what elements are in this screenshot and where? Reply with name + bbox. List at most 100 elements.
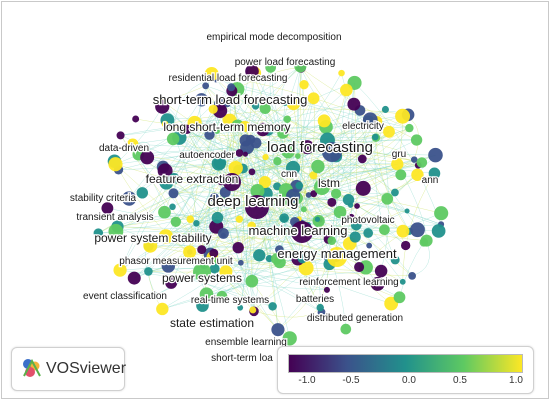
keyword-label[interactable]: empirical mode decomposition <box>205 31 343 45</box>
keyword-node[interactable] <box>363 228 374 238</box>
keyword-node[interactable] <box>286 188 301 203</box>
keyword-node[interactable] <box>249 306 257 314</box>
keyword-node[interactable] <box>428 167 441 180</box>
keyword-node[interactable] <box>132 115 140 123</box>
keyword-node[interactable] <box>221 200 228 207</box>
keyword-node[interactable] <box>275 245 284 254</box>
keyword-node[interactable] <box>101 202 114 215</box>
keyword-node[interactable] <box>169 203 176 211</box>
keyword-node[interactable] <box>428 147 443 163</box>
keyword-node[interactable] <box>434 206 449 221</box>
keyword-node[interactable] <box>258 176 271 189</box>
keyword-node[interactable] <box>362 112 378 128</box>
keyword-node[interactable] <box>262 154 269 161</box>
keyword-node[interactable] <box>161 259 176 273</box>
keyword-label[interactable]: ensemble learning <box>204 336 288 350</box>
keyword-node[interactable] <box>366 242 373 249</box>
keyword-node[interactable] <box>285 160 301 176</box>
keyword-node[interactable] <box>408 271 416 280</box>
keyword-label[interactable]: reinforcement learning <box>298 276 400 290</box>
keyword-node[interactable] <box>307 92 320 105</box>
keyword-label[interactable]: gru <box>391 148 408 162</box>
keyword-node[interactable] <box>357 154 367 164</box>
keyword-node[interactable] <box>347 213 355 221</box>
keyword-node[interactable] <box>227 83 236 92</box>
keyword-label[interactable]: power systems <box>161 270 244 287</box>
keyword-node[interactable] <box>259 102 271 115</box>
keyword-node[interactable] <box>350 219 362 231</box>
keyword-node[interactable] <box>187 115 202 130</box>
keyword-node[interactable] <box>314 179 330 195</box>
keyword-node[interactable] <box>152 292 159 299</box>
keyword-node[interactable] <box>211 211 224 224</box>
keyword-node[interactable] <box>158 229 174 244</box>
keyword-node[interactable] <box>208 104 218 114</box>
keyword-node[interactable] <box>396 224 410 238</box>
keyword-node[interactable] <box>282 100 288 106</box>
keyword-node[interactable] <box>400 240 411 251</box>
keyword-node[interactable] <box>333 205 347 219</box>
keyword-label[interactable]: lstm <box>317 175 342 192</box>
keyword-node[interactable] <box>171 123 177 129</box>
keyword-node[interactable] <box>354 262 365 273</box>
keyword-node[interactable] <box>286 97 301 111</box>
keyword-node[interactable] <box>395 108 411 124</box>
keyword-node[interactable] <box>166 132 180 146</box>
keyword-label[interactable]: short-term load forecasting <box>151 91 308 109</box>
keyword-node[interactable] <box>209 193 219 203</box>
keyword-label[interactable]: event classification <box>82 290 168 304</box>
keyword-node[interactable] <box>168 188 179 199</box>
keyword-node[interactable] <box>143 238 158 253</box>
keyword-label[interactable]: transient analysis <box>75 211 155 225</box>
keyword-node[interactable] <box>204 66 219 81</box>
keyword-node[interactable] <box>204 129 215 140</box>
keyword-node[interactable] <box>410 222 425 238</box>
keyword-node[interactable] <box>271 323 285 337</box>
keyword-label[interactable]: ann <box>420 174 439 188</box>
keyword-node[interactable] <box>165 276 178 289</box>
keyword-node[interactable] <box>245 195 269 219</box>
keyword-node[interactable] <box>277 127 289 139</box>
keyword-node[interactable] <box>310 190 318 198</box>
keyword-node[interactable] <box>253 249 266 262</box>
keyword-node[interactable] <box>411 156 418 163</box>
keyword-node[interactable] <box>300 206 307 213</box>
keyword-node[interactable] <box>391 188 399 197</box>
keyword-node[interactable] <box>202 82 210 90</box>
keyword-node[interactable] <box>349 231 361 243</box>
keyword-node[interactable] <box>411 168 424 181</box>
keyword-node[interactable] <box>108 157 123 172</box>
keyword-node[interactable] <box>93 228 104 238</box>
keyword-node[interactable] <box>317 114 331 128</box>
keyword-node[interactable] <box>235 215 244 223</box>
keyword-node[interactable] <box>156 302 169 316</box>
keyword-node[interactable] <box>196 299 209 312</box>
keyword-label[interactable]: distributed generation <box>306 312 405 326</box>
keyword-node[interactable] <box>298 260 314 276</box>
keyword-node[interactable] <box>327 197 337 207</box>
keyword-node[interactable] <box>250 183 265 198</box>
keyword-label[interactable]: stability criteria <box>69 192 138 206</box>
keyword-node[interactable] <box>273 182 282 191</box>
keyword-node[interactable] <box>268 302 277 311</box>
keyword-node[interactable] <box>237 259 244 266</box>
keyword-node[interactable] <box>273 157 282 166</box>
keyword-label[interactable]: cnn <box>280 168 299 182</box>
keyword-node[interactable] <box>195 235 201 241</box>
keyword-node[interactable] <box>327 236 337 245</box>
keyword-node[interactable] <box>294 60 307 73</box>
keyword-node[interactable] <box>295 153 301 159</box>
keyword-node[interactable] <box>379 224 390 236</box>
keyword-node[interactable] <box>127 271 141 285</box>
keyword-node[interactable] <box>327 247 347 267</box>
keyword-node[interactable] <box>305 192 312 198</box>
keyword-label[interactable]: machine learning <box>247 222 349 240</box>
keyword-label[interactable]: power load forecasting <box>233 56 336 70</box>
keyword-node[interactable] <box>245 274 259 288</box>
keyword-node[interactable] <box>216 290 228 302</box>
keyword-node[interactable] <box>330 188 342 199</box>
keyword-label[interactable]: energy management <box>276 245 398 263</box>
keyword-node[interactable] <box>265 61 277 73</box>
keyword-node[interactable] <box>404 208 410 214</box>
keyword-label[interactable]: real-time systems <box>190 294 271 308</box>
